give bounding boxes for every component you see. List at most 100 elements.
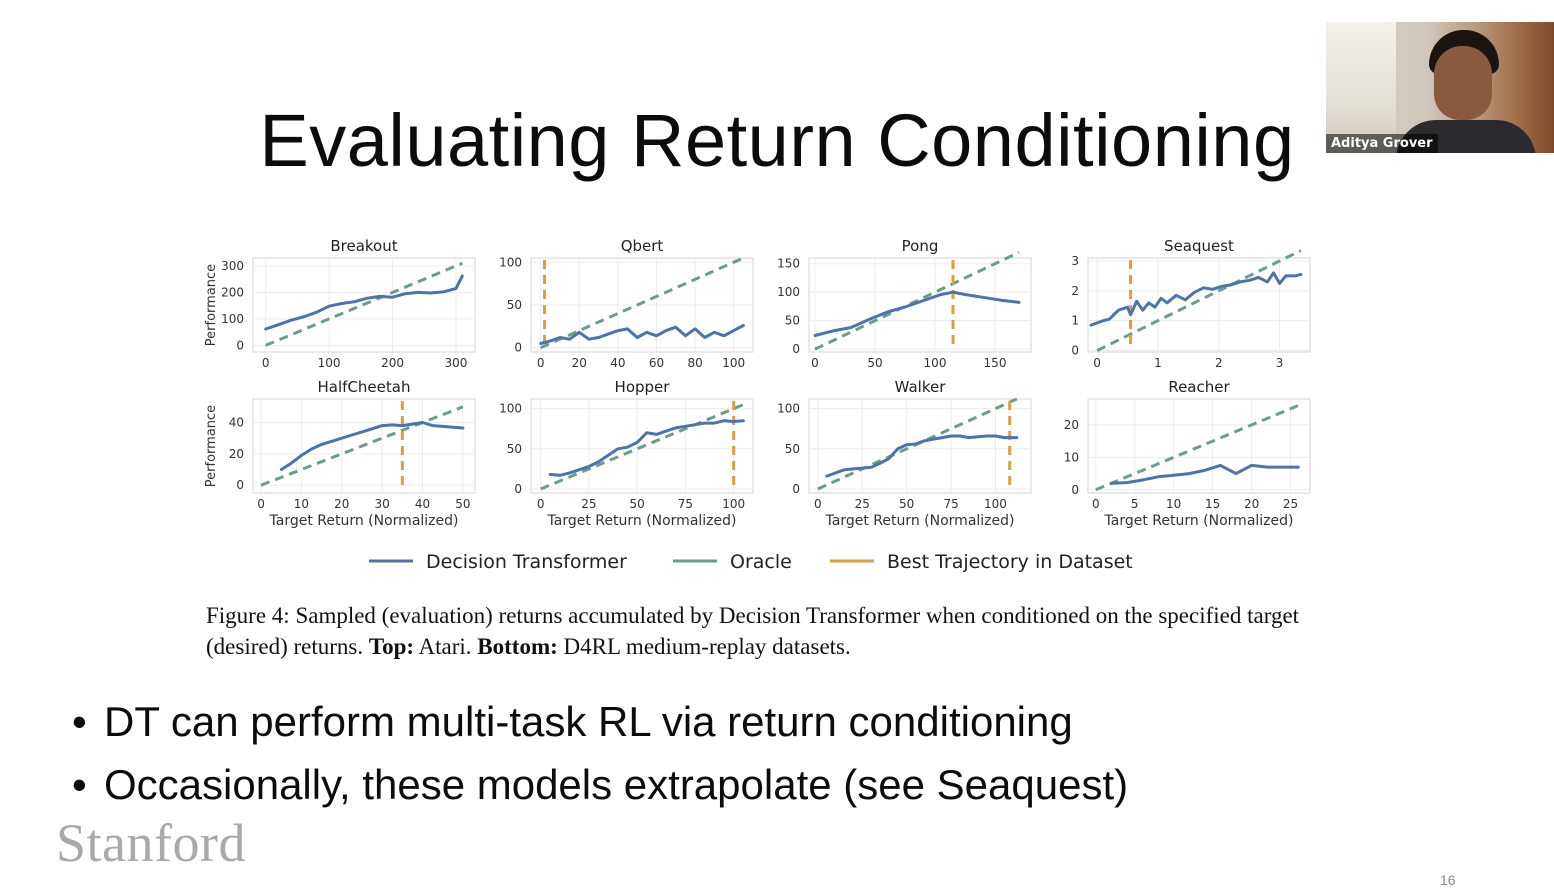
y-axis-label: Performance <box>204 405 219 487</box>
x-tick-label: 40 <box>415 497 430 511</box>
y-tick-label: 2 <box>1071 284 1079 298</box>
oracle-line-qbert <box>540 256 744 350</box>
subplot-title-breakout: Breakout <box>330 237 397 255</box>
x-tick-label: 25 <box>581 497 596 511</box>
oracle-line-halfcheetah <box>260 405 464 487</box>
oracle-line-pong <box>814 250 1020 351</box>
subplot-title-hopper: Hopper <box>615 378 671 396</box>
x-tick-label: 0 <box>537 356 545 370</box>
x-tick-label: 75 <box>943 497 958 511</box>
caption-bottom-text: D4RL medium-replay datasets. <box>557 634 851 659</box>
caption-bottom-label: Bottom: <box>477 634 558 659</box>
x-tick-label: 2 <box>1215 356 1223 370</box>
y-tick-label: 150 <box>777 257 800 271</box>
y-tick-label: 50 <box>785 314 800 328</box>
x-tick-label: 0 <box>1093 356 1101 370</box>
y-tick-label: 0 <box>236 338 244 352</box>
decision-transformer-line-halfcheetah <box>279 421 465 471</box>
x-tick-label: 30 <box>375 497 390 511</box>
y-tick-label: 100 <box>221 312 244 326</box>
decision-transformer-line-qbert <box>539 324 745 345</box>
y-tick-label: 50 <box>507 298 522 312</box>
x-tick-label: 75 <box>678 497 693 511</box>
x-tick-label: 20 <box>572 356 587 370</box>
x-tick-label: 200 <box>381 356 404 370</box>
y-tick-label: 0 <box>514 341 522 355</box>
x-tick-label: 0 <box>814 497 822 511</box>
decision-transformer-line-walker <box>825 434 1019 478</box>
subplot-title-pong: Pong <box>902 237 939 255</box>
legend-label-best-trajectory-in-dataset: Best Trajectory in Dataset <box>887 551 1133 573</box>
decision-transformer-line-breakout <box>264 274 464 331</box>
webcam-video-tile[interactable]: Aditya Grover <box>1326 22 1554 153</box>
x-tick-label: 100 <box>722 497 745 511</box>
caption-top-text: Atari. <box>414 634 478 659</box>
legend-label-decision-transformer: Decision Transformer <box>426 551 627 573</box>
oracle-line-hopper <box>540 403 744 491</box>
decision-transformer-line-reacher <box>1109 463 1300 485</box>
caption-lead: Figure 4: Sampled (evaluation) returns a… <box>206 603 1300 659</box>
decision-transformer-line-pong <box>813 290 1021 337</box>
plot-frame-seaquest <box>1087 257 1311 353</box>
caption-top-label: Top: <box>368 634 415 659</box>
plot-frame-walker <box>808 398 1032 494</box>
y-tick-label: 10 <box>1064 450 1079 464</box>
plot-frame-pong <box>808 257 1032 353</box>
y-tick-label: 3 <box>1071 254 1079 268</box>
page-number: 16 <box>1440 872 1456 888</box>
x-tick-label: 5 <box>1131 497 1139 511</box>
x-tick-label: 10 <box>1166 497 1181 511</box>
y-tick-label: 0 <box>236 478 244 492</box>
x-axis-label: Target Return (Normalized) <box>269 513 459 529</box>
x-tick-label: 20 <box>334 497 349 511</box>
x-tick-label: 25 <box>1283 497 1298 511</box>
x-tick-label: 150 <box>984 356 1007 370</box>
y-tick-label: 0 <box>1071 483 1079 497</box>
x-tick-label: 50 <box>867 356 882 370</box>
y-tick-label: 0 <box>1071 344 1079 358</box>
y-tick-label: 1 <box>1071 314 1079 328</box>
x-tick-label: 20 <box>1244 497 1259 511</box>
x-tick-label: 0 <box>262 356 270 370</box>
x-tick-label: 0 <box>811 356 819 370</box>
y-tick-label: 50 <box>785 442 800 456</box>
y-tick-label: 0 <box>514 482 522 496</box>
figure-4-chart-grid: 0 100 200 3000100200300BreakoutPerformance0… <box>204 237 1311 573</box>
x-tick-label: 100 <box>924 356 947 370</box>
subplot-title-qbert: Qbert <box>621 237 664 255</box>
y-tick-label: 300 <box>221 259 244 273</box>
subplot-title-reacher: Reacher <box>1168 378 1230 396</box>
x-tick-label: 100 <box>722 356 745 370</box>
decision-transformer-line-hopper <box>548 419 745 477</box>
y-tick-label: 0 <box>792 482 800 496</box>
x-tick-label: 3 <box>1276 356 1284 370</box>
x-tick-label: 300 <box>445 356 468 370</box>
x-axis-label: Target Return (Normalized) <box>825 513 1015 529</box>
y-tick-label: 50 <box>507 442 522 456</box>
y-tick-label: 100 <box>777 285 800 299</box>
y-tick-label: 40 <box>229 416 244 430</box>
figure-caption: Figure 4: Sampled (evaluation) returns a… <box>206 600 1326 662</box>
legend-label-oracle: Oracle <box>730 551 792 573</box>
y-tick-label: 20 <box>229 447 244 461</box>
x-tick-label: 50 <box>630 497 645 511</box>
webcam-background <box>1326 22 1396 153</box>
x-axis-label: Target Return (Normalized) <box>1104 513 1294 529</box>
y-tick-label: 100 <box>499 255 522 269</box>
bullet-list: DT can perform multi-task RL via return … <box>72 690 1128 816</box>
x-tick-label: 100 <box>984 497 1007 511</box>
bullet-item: DT can perform multi-task RL via return … <box>72 690 1128 753</box>
y-tick-label: 100 <box>777 402 800 416</box>
participant-name-tag: Aditya Grover <box>1326 134 1438 153</box>
x-tick-label: 80 <box>687 356 702 370</box>
x-axis-label: Target Return (Normalized) <box>547 513 737 529</box>
subplot-title-halfcheetah: HalfCheetah <box>318 378 411 396</box>
bullet-item: Occasionally, these models extrapolate (… <box>72 753 1128 816</box>
x-tick-label: 50 <box>899 497 914 511</box>
x-tick-label: 0 <box>537 497 545 511</box>
y-axis-label: Performance <box>204 264 219 346</box>
x-tick-label: 0 <box>1092 497 1100 511</box>
x-tick-label: 0 <box>257 497 265 511</box>
stanford-logo: Stanford <box>56 813 246 873</box>
x-tick-label: 60 <box>649 356 664 370</box>
